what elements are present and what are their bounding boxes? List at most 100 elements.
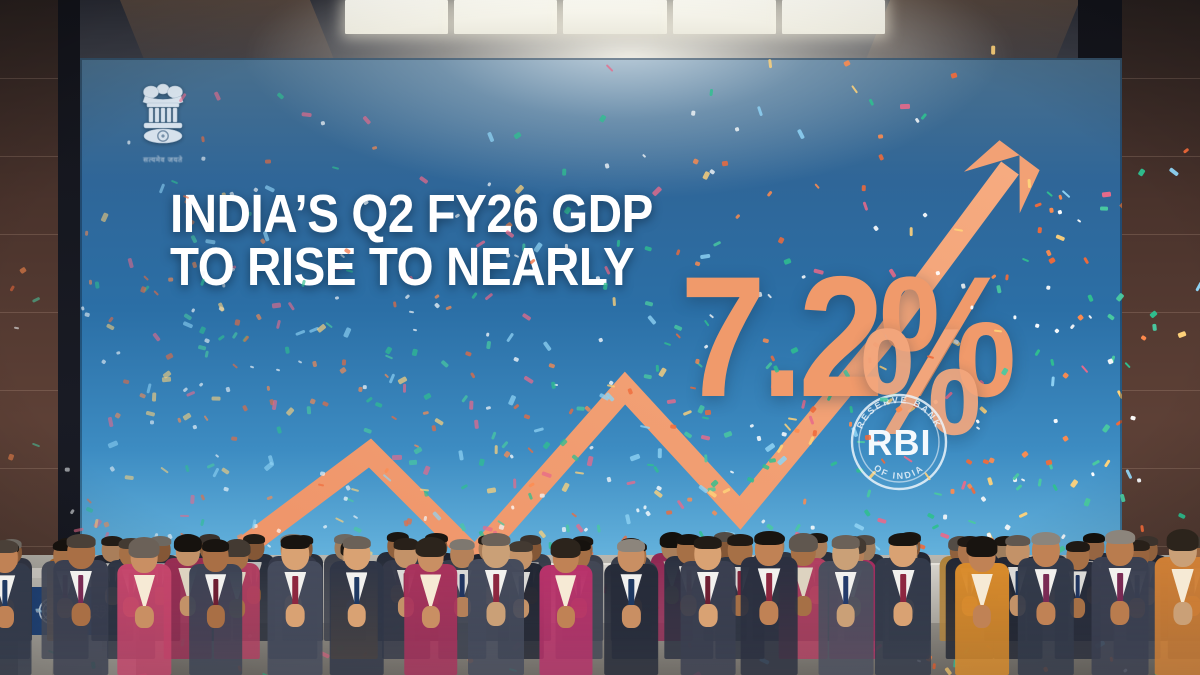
person-tie	[900, 574, 907, 604]
crowd-person-saree	[116, 515, 174, 675]
person-hair	[149, 536, 171, 547]
wall-seam	[0, 234, 58, 235]
person-hair	[101, 535, 124, 546]
light-pane	[454, 0, 558, 34]
person-clapping-hands	[286, 603, 305, 627]
person-clapping-hands	[836, 603, 855, 627]
person-hair	[66, 534, 96, 548]
wall-seam	[0, 390, 58, 391]
wall-seam	[1122, 78, 1200, 79]
led-display-screen: सत्यमेव जयते INDIA’S Q2 FY26 GDP TO RISE…	[80, 58, 1122, 618]
person-hair	[1004, 534, 1031, 547]
person-tie	[1075, 575, 1080, 600]
person-clapping-hands	[1036, 601, 1056, 626]
person-hair	[754, 531, 784, 545]
person-hair	[1031, 531, 1061, 546]
person-tie	[292, 576, 299, 605]
person-tie	[212, 578, 219, 607]
person-hair	[1136, 535, 1159, 546]
person-tie	[705, 576, 711, 605]
svg-text:OF INDIA: OF INDIA	[872, 463, 926, 482]
ashoka-lion-capital-emblem: सत्यमेव जयते	[124, 80, 202, 176]
emblem-caption: सत्यमेव जयते	[143, 157, 183, 164]
person-tie	[493, 574, 499, 604]
person-clapping-hands	[1172, 601, 1193, 626]
person-hair	[1125, 539, 1150, 552]
headline-line-1: INDIA’S Q2 FY26 GDP	[170, 184, 653, 244]
crowd-person-suit	[327, 511, 386, 675]
person-hair	[393, 538, 419, 550]
person-hair	[519, 534, 542, 545]
person-hair	[1105, 530, 1135, 545]
wall-seam	[1122, 390, 1200, 391]
person-hair	[966, 536, 998, 557]
gdp-growth-arrow-chart	[163, 140, 1040, 612]
person-hair	[53, 539, 78, 552]
person-hair	[242, 534, 265, 545]
wall-shadow-left	[58, 0, 80, 675]
person-hair	[481, 532, 511, 547]
crowd-person-saree	[402, 515, 460, 675]
person-clapping-hands	[972, 605, 992, 628]
ceiling-light-panel	[345, 0, 886, 34]
light-pane	[345, 0, 449, 34]
person-clapping-hands	[698, 603, 718, 627]
person-hair	[713, 532, 736, 543]
person-hair	[0, 540, 19, 554]
person-hair	[693, 535, 723, 549]
wall-seam	[1122, 234, 1200, 235]
crowd-person-suit	[738, 505, 799, 675]
wall-seam	[1122, 468, 1200, 469]
person-tie	[460, 573, 465, 599]
person-clapping-hands	[759, 601, 779, 626]
crowd-person-suit	[187, 514, 245, 675]
person-hair	[508, 541, 534, 553]
svg-text:RBI: RBI	[867, 422, 932, 463]
crowd-person-suit	[602, 514, 660, 675]
crowd-person-suit	[873, 507, 934, 675]
person-clapping-hands	[454, 597, 471, 618]
person-tie	[1015, 570, 1020, 597]
person-hair	[1166, 529, 1199, 551]
person-hair	[281, 535, 310, 549]
person-clapping-hands	[206, 605, 225, 628]
crowd-person-suit	[678, 511, 737, 675]
person-hair	[342, 536, 371, 550]
person-clapping-hands	[486, 602, 506, 626]
person-tie	[1043, 573, 1049, 603]
rbi-seal: RESERVE BANK OF INDIA RBI	[840, 383, 958, 501]
person-hair	[223, 539, 251, 558]
person-hair	[450, 538, 475, 550]
wall-seam	[1122, 312, 1200, 313]
person-hair	[128, 537, 160, 558]
person-tie	[1117, 572, 1123, 603]
person-clapping-hands	[421, 605, 440, 628]
person-tie	[628, 578, 634, 607]
page-title: INDIA’S Q2 FY26 GDP TO RISE TO NEARLY	[170, 184, 716, 297]
person-clapping-hands	[347, 604, 366, 627]
gdp-value-callout: 7.2% %	[680, 251, 1017, 458]
person-hair	[727, 534, 753, 547]
wall-seam	[1122, 156, 1200, 157]
crowd-person-suit	[51, 509, 111, 675]
wall-seam	[0, 546, 58, 547]
person-hair	[173, 533, 202, 553]
person-hair	[805, 532, 828, 543]
person-tie	[78, 575, 84, 605]
person-tie	[1, 579, 8, 608]
light-pane	[563, 0, 667, 34]
light-pane	[672, 0, 776, 34]
person-tie	[842, 576, 849, 605]
crowd-person-suit	[1089, 504, 1150, 675]
person-hair	[201, 538, 230, 552]
wall-seam	[0, 156, 58, 157]
person-clapping-hands	[71, 603, 91, 627]
person-clapping-hands	[0, 606, 14, 629]
person-tie	[353, 576, 360, 606]
crowd-person-saree	[537, 516, 594, 675]
person-clapping-hands	[556, 606, 575, 629]
person-clapping-hands	[795, 595, 812, 617]
headline-line-2: TO RISE TO NEARLY	[170, 236, 635, 297]
crowd-person-suit	[816, 510, 875, 675]
person-hair	[1083, 533, 1106, 544]
